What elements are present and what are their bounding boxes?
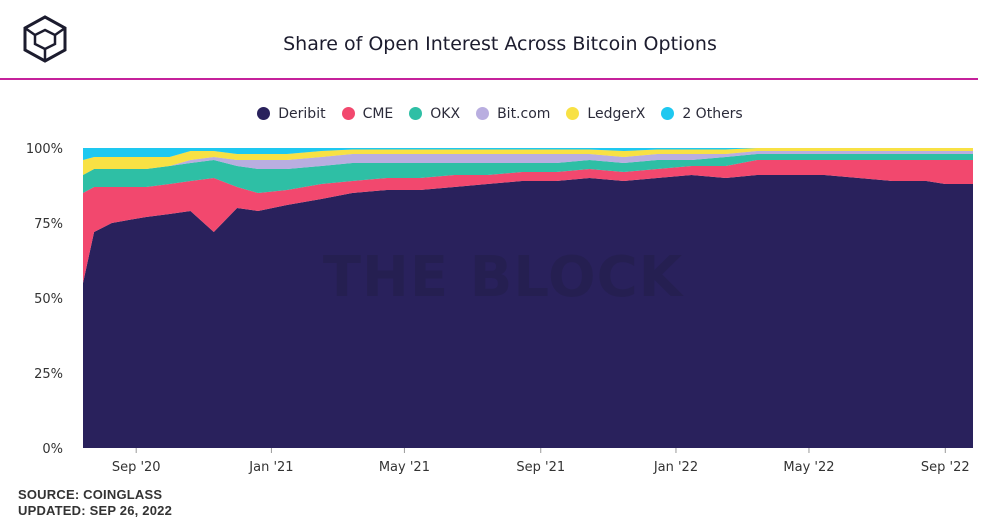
legend-item: Bit.com bbox=[476, 106, 550, 122]
updated-note: UPDATED: SEP 26, 2022 bbox=[18, 503, 173, 518]
x-tick-label: Jan '22 bbox=[653, 460, 698, 475]
legend-label: Bit.com bbox=[497, 106, 551, 122]
area-series-bit-com bbox=[83, 151, 973, 175]
cube-logo-icon bbox=[23, 15, 67, 63]
area-series-okx bbox=[83, 154, 973, 193]
legend-label: Deribit bbox=[278, 106, 326, 122]
y-tick-label: 75% bbox=[34, 217, 63, 232]
legend-label: 2 Others bbox=[682, 106, 743, 122]
legend-label: LedgerX bbox=[587, 106, 646, 122]
area-series-cme bbox=[83, 160, 973, 283]
y-tick-label: 100% bbox=[26, 142, 63, 157]
legend-label: OKX bbox=[430, 106, 461, 122]
y-tick-label: 50% bbox=[34, 292, 63, 307]
legend-swatch bbox=[476, 107, 490, 120]
area-series-2-others bbox=[83, 148, 973, 160]
page-title: Share of Open Interest Across Bitcoin Op… bbox=[283, 33, 717, 55]
legend-item: LedgerX bbox=[566, 106, 645, 122]
x-tick-label: May '22 bbox=[783, 460, 834, 475]
y-tick-label: 0% bbox=[42, 442, 63, 457]
x-tick-label: Sep '21 bbox=[516, 460, 565, 475]
legend-swatch bbox=[566, 107, 580, 120]
y-tick-label: 25% bbox=[34, 367, 63, 382]
title-divider bbox=[0, 78, 978, 80]
legend-swatch bbox=[409, 107, 423, 120]
x-tick-label: May '21 bbox=[379, 460, 430, 475]
legend-label: CME bbox=[362, 106, 394, 122]
legend-item: 2 Others bbox=[661, 106, 743, 122]
x-tick-label: Sep '20 bbox=[112, 460, 161, 475]
chart-legend: Deribit CME OKX Bit.com LedgerX 2 Others bbox=[0, 106, 1000, 122]
legend-swatch bbox=[341, 107, 355, 120]
legend-item: CME bbox=[341, 106, 394, 122]
area-series-ledgerx bbox=[83, 148, 973, 175]
area-series-deribit bbox=[83, 175, 973, 448]
legend-swatch bbox=[257, 107, 271, 120]
legend-item: Deribit bbox=[257, 106, 326, 122]
x-tick-label: Sep '22 bbox=[921, 460, 970, 475]
source-note: SOURCE: COINGLASS bbox=[18, 487, 163, 502]
legend-swatch bbox=[661, 107, 675, 120]
x-tick-label: Jan '21 bbox=[248, 460, 293, 475]
watermark: THE BLOCK bbox=[323, 245, 685, 310]
legend-item: OKX bbox=[409, 106, 460, 122]
